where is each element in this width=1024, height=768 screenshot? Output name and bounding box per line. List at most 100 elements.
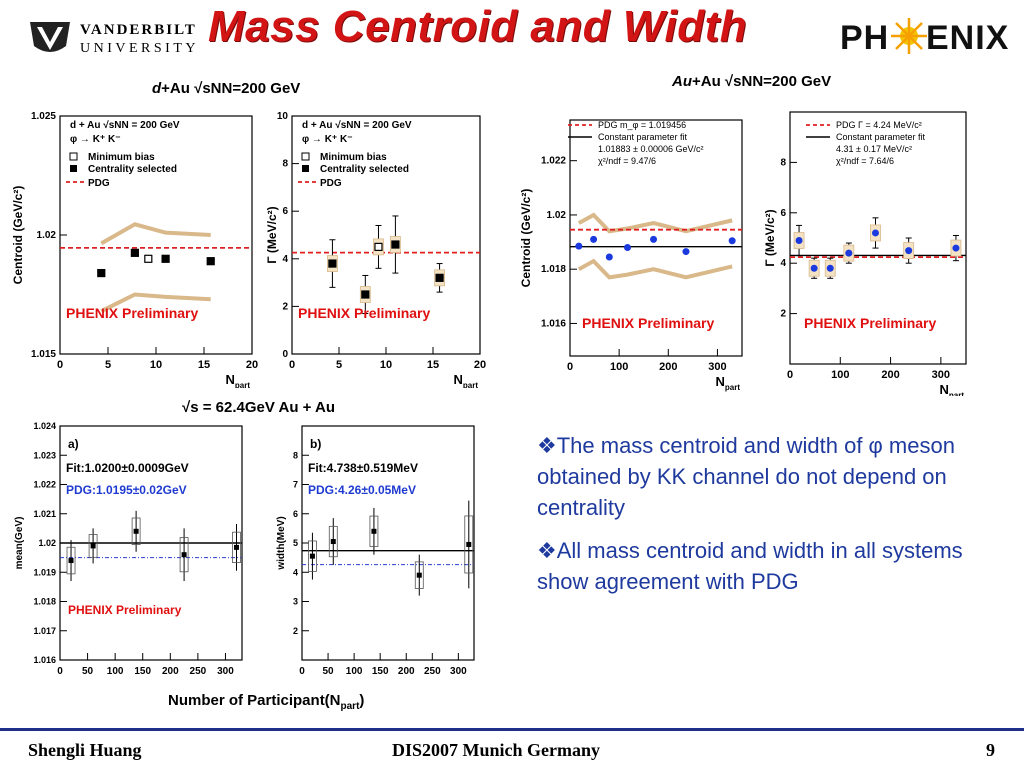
x-tick-label: 0 (787, 369, 793, 381)
systematic-box (328, 525, 338, 558)
x-tick-label: 100 (346, 666, 363, 677)
chart-dau-centroid: 1.015 1.02 1.025 0 5 10 15 20 Centroid (GeV/c²) N… (11, 111, 258, 388)
fit-result: Fit:1.0200±0.0009GeV (66, 461, 189, 475)
y-tick-label: 10 (277, 111, 289, 122)
y-tick-label: 6 (780, 208, 786, 219)
y-tick-label: 2 (282, 301, 288, 312)
y-tick-label: 1.019 (33, 567, 56, 577)
x-tick-label: 200 (398, 666, 415, 677)
panel-label: b) (310, 437, 321, 451)
legend-entry: d + Au √sNN = 200 GeV (302, 120, 412, 131)
data-point (330, 539, 336, 545)
y-tick-label: 1.02 (37, 230, 57, 241)
y-axis-label: mean(GeV) (14, 517, 25, 570)
systematic-band-upper (100, 222, 211, 246)
y-tick-label: 6 (293, 509, 298, 519)
systematic-box (179, 537, 189, 573)
data-point (728, 237, 736, 245)
systematic-box (66, 546, 76, 575)
y-tick-label: 1.02 (547, 210, 567, 221)
legend-entry: 1.01883 ± 0.00006 GeV/c² (598, 144, 704, 154)
chart-auau-centroid: 1.016 1.018 1.02 1.022 0 100 200 300 Centroid (G… (519, 119, 743, 392)
x-tick-label: 20 (246, 359, 258, 371)
data-point (181, 552, 187, 558)
y-tick-label: 8 (293, 450, 298, 460)
data-point (435, 273, 444, 282)
data-point (133, 528, 139, 534)
y-tick-label: 4 (282, 254, 288, 265)
y-tick-label: 1.025 (31, 111, 56, 122)
legend-entry: φ → K⁺ K⁻ (302, 134, 353, 145)
phenix-logo-icon: PH ENIX (840, 18, 1008, 57)
systematic-box (131, 517, 141, 546)
y-axis-label: Γ (MeV/c²) (265, 206, 279, 263)
systematic-box (369, 515, 379, 547)
x-tick-label: 50 (322, 666, 334, 677)
x-tick-label: 15 (198, 359, 210, 371)
y-tick-label: 4 (293, 567, 298, 577)
data-point (371, 528, 377, 534)
x-axis-label: Npart (225, 372, 250, 388)
legend-marker-open (69, 152, 78, 161)
systematic-band-lower (100, 292, 211, 313)
data-point (97, 268, 106, 278)
x-axis-label-bottom: Number of Participant(Npart) (168, 692, 365, 712)
x-tick-label: 0 (299, 666, 305, 677)
systematic-box (308, 540, 317, 572)
x-tick-label: 0 (57, 666, 63, 677)
x-tick-label: 0 (289, 359, 295, 371)
x-tick-label: 150 (134, 666, 151, 677)
y-tick-label: 1.021 (33, 509, 56, 519)
panel-label: a) (68, 437, 79, 451)
x-tick-label: 0 (567, 361, 573, 373)
data-point (391, 240, 400, 249)
footer-divider (0, 728, 1024, 731)
y-axis-label: Γ (MeV/c²) (763, 209, 777, 266)
legend-entry: d + Au √sNN = 200 GeV (70, 120, 180, 131)
legend-entry: PDG m_φ = 1.019456 (598, 120, 686, 130)
footer-conference: DIS2007 Munich Germany (392, 740, 601, 760)
y-tick-label: 6 (282, 206, 288, 217)
y-tick-label: 1.022 (541, 156, 566, 167)
vanderbilt-wordmark-top: VANDERBILT (80, 22, 197, 38)
chart-auau-width: 2 4 6 8 0 100 200 300 Γ (MeV/c²) Npart PDG Γ = 4.2… (763, 111, 967, 396)
x-tick-label: 200 (881, 369, 899, 381)
y-tick-label: 1.023 (33, 450, 56, 460)
data-point (575, 242, 583, 250)
x-tick-label: 100 (610, 361, 628, 373)
legend-entry: χ²/ndf = 7.64/6 (836, 156, 894, 166)
data-point (466, 541, 472, 547)
y-tick-label: 1.016 (541, 318, 566, 329)
data-point (795, 237, 803, 245)
data-point (905, 247, 913, 255)
y-tick-label: 7 (293, 480, 298, 490)
footer-author: Shengli Huang (28, 740, 142, 760)
vanderbilt-wordmark-bottom: UNIVERSITY (80, 41, 199, 56)
data-point (845, 249, 853, 257)
x-axis-label: Npart (939, 382, 964, 396)
auau-header: Au+Au √sNN=200 GeV (672, 73, 832, 90)
data-point (605, 253, 613, 261)
x-tick-label: 300 (708, 361, 726, 373)
phenix-preliminary-label: PHENIX Preliminary (582, 315, 714, 331)
phenix-preliminary-label: PHENIX Preliminary (298, 305, 430, 321)
auau62-header: √s = 62.4GeV Au + Au (182, 399, 336, 416)
legend-entry: PDG Γ = 4.24 MeV/c² (836, 120, 922, 130)
legend-entry: 4.31 ± 0.17 MeV/c² (836, 144, 912, 154)
data-point (650, 235, 658, 243)
data-point (682, 248, 690, 256)
y-axis-label: width(MeV) (276, 516, 287, 570)
x-tick-label: 200 (162, 666, 179, 677)
chart-dau-width: 0 2 4 6 8 10 0 5 10 15 20 Γ (MeV/c²) Npart d + Au √sN… (265, 111, 486, 388)
y-tick-label: 0 (282, 349, 288, 360)
footer-page-number: 9 (986, 740, 995, 760)
data-point (233, 544, 239, 550)
data-point (161, 254, 170, 263)
data-point (90, 543, 96, 549)
systematic-box (232, 531, 241, 563)
data-point (810, 264, 818, 272)
x-axis-label: Npart (453, 372, 478, 388)
legend-marker-open (301, 152, 310, 161)
legend-entry: Minimum bias (88, 152, 155, 163)
bullet-centrality: ❖The mass centroid and width of φ meson … (537, 433, 955, 520)
